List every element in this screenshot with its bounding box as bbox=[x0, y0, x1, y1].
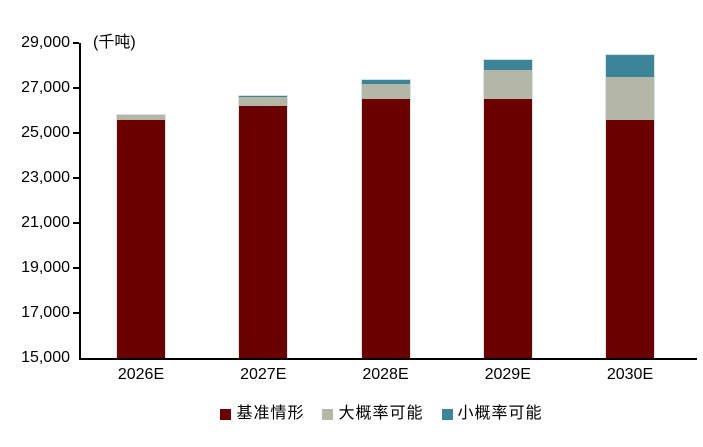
bar-segment bbox=[238, 94, 289, 97]
x-tick-label: 2030E bbox=[606, 366, 654, 383]
x-tick-label: 2027E bbox=[240, 366, 287, 383]
bar-segment bbox=[482, 70, 533, 100]
legend-label: 大概率可能 bbox=[338, 405, 424, 422]
bar-segment bbox=[482, 99, 533, 358]
y-tick-label: 15,000 bbox=[21, 349, 70, 366]
bar-segment bbox=[605, 76, 655, 120]
bar-segment bbox=[605, 119, 655, 358]
y-tick-mark bbox=[73, 267, 79, 269]
bar-segment bbox=[360, 79, 411, 84]
legend-swatch bbox=[322, 408, 334, 420]
bar-segment bbox=[482, 58, 533, 70]
legend-swatch bbox=[220, 408, 232, 420]
legend-label: 小概率可能 bbox=[457, 405, 543, 422]
legend-label: 基准情形 bbox=[236, 405, 305, 422]
y-tick-label: 17,000 bbox=[21, 304, 70, 321]
y-axis-line bbox=[79, 43, 81, 359]
x-tick-label: 2026E bbox=[117, 366, 165, 383]
y-tick-mark bbox=[73, 177, 79, 179]
bar-segment bbox=[605, 54, 655, 77]
y-tick-label: 21,000 bbox=[21, 214, 70, 231]
y-tick-mark bbox=[73, 312, 79, 314]
x-axis-line bbox=[79, 357, 697, 360]
bar-segment bbox=[238, 97, 289, 106]
y-tick-label: 23,000 bbox=[21, 169, 70, 186]
y-tick-label: 29,000 bbox=[21, 34, 70, 51]
bar-segment bbox=[360, 99, 411, 358]
y-tick-mark bbox=[73, 132, 79, 134]
legend-item: 大概率可能 bbox=[322, 405, 423, 423]
legend: 基准情形 大概率可能 小概率可能 bbox=[60, 405, 703, 423]
y-tick-label: 25,000 bbox=[21, 124, 70, 141]
x-tick-label: 2029E bbox=[484, 366, 531, 383]
y-tick-label: 19,000 bbox=[21, 259, 70, 276]
legend-item: 基准情形 bbox=[220, 405, 304, 423]
bar-segment bbox=[116, 119, 166, 358]
x-tick-label: 2028E bbox=[362, 366, 409, 383]
bar-segment bbox=[116, 113, 166, 120]
y-tick-mark bbox=[73, 42, 79, 44]
y-axis-unit-label: (千吨) bbox=[93, 34, 136, 51]
bar-segment bbox=[360, 83, 411, 100]
y-tick-mark bbox=[73, 222, 79, 224]
legend-item: 小概率可能 bbox=[441, 405, 543, 423]
legend-swatch bbox=[441, 408, 453, 420]
bar-segment bbox=[238, 106, 289, 358]
y-tick-mark bbox=[73, 87, 79, 89]
y-tick-label: 27,000 bbox=[21, 79, 70, 96]
